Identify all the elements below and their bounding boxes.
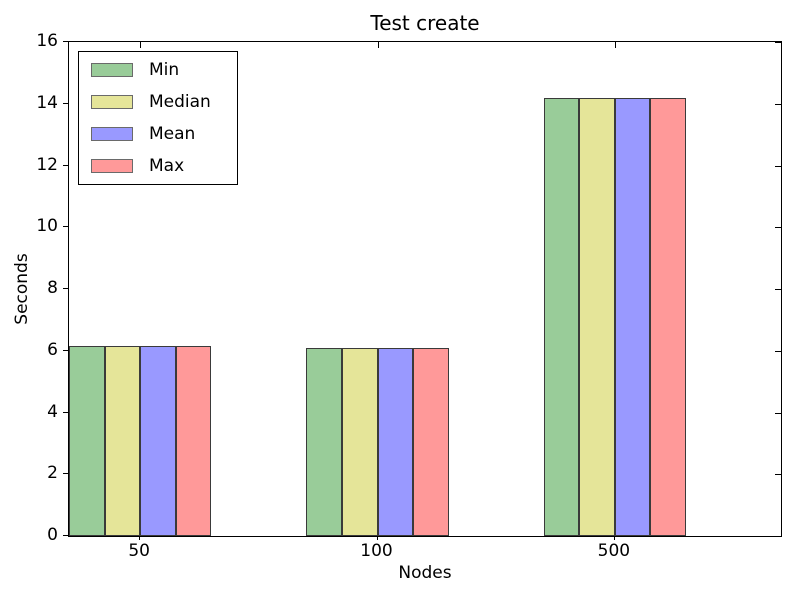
legend-swatch-mean [91, 127, 133, 141]
bar-min-100 [306, 347, 342, 536]
bar-mean-500 [614, 97, 651, 536]
y-tick-mark-right-14 [775, 103, 781, 105]
x-tick-mark-50 [139, 536, 141, 540]
legend-label-median: Median [149, 92, 211, 112]
x-tick-label-50: 50 [128, 541, 151, 561]
bar-mean-50 [140, 346, 176, 536]
legend-swatch-max [91, 159, 133, 173]
y-tick-mark-0 [63, 535, 68, 536]
y-tick-label-4: 4 [47, 401, 58, 422]
bar-mean-100 [377, 347, 414, 536]
legend-swatch-min [91, 63, 133, 77]
y-tick-label-16: 16 [36, 31, 58, 51]
y-tick-mark-4 [63, 411, 68, 413]
bar-median-50 [104, 346, 141, 536]
y-tick-label-6: 6 [47, 339, 58, 360]
y-tick-mark-10 [63, 226, 68, 228]
x-tick-mark-top-500 [614, 42, 616, 48]
bar-max-50 [175, 346, 212, 536]
legend-label-max: Max [149, 156, 185, 176]
y-tick-mark-8 [63, 288, 68, 289]
bar-min-500 [543, 97, 580, 536]
legend-item-min: Min [91, 61, 225, 79]
x-tick-label-500: 500 [597, 541, 631, 561]
y-tick-label-12: 12 [36, 154, 58, 175]
y-tick-mark-right-2 [775, 474, 781, 476]
y-tick-mark-right-6 [775, 350, 781, 352]
legend-item-mean: Mean [91, 125, 225, 143]
bar-min-50 [69, 346, 105, 536]
y-tick-mark-2 [63, 473, 68, 475]
y-tick-mark-right-12 [775, 165, 781, 167]
plot-area: Min Median Mean Max [68, 41, 782, 537]
x-tick-mark-500 [613, 536, 615, 540]
y-tick-mark-right-4 [775, 412, 781, 414]
y-tick-mark-right-16 [775, 42, 781, 43]
legend-item-median: Median [91, 93, 225, 111]
y-tick-label-2: 2 [47, 463, 58, 484]
y-tick-label-0: 0 [47, 525, 58, 545]
y-tick-mark-16 [63, 41, 68, 42]
bar-median-500 [579, 97, 615, 536]
y-tick-label-10: 10 [36, 216, 58, 237]
legend-item-max: Max [91, 157, 225, 175]
y-tick-mark-right-0 [775, 536, 781, 537]
x-tick-mark-100 [376, 536, 378, 540]
y-tick-mark-6 [63, 349, 68, 351]
legend-label-mean: Mean [149, 124, 196, 144]
x-axis-label: Nodes [398, 563, 452, 583]
legend-label-min: Min [149, 60, 180, 80]
y-tick-mark-12 [63, 164, 68, 166]
x-tick-label-100: 100 [360, 541, 393, 561]
x-tick-mark-top-50 [140, 42, 142, 48]
y-tick-mark-right-8 [775, 289, 781, 290]
bar-median-100 [341, 347, 378, 536]
y-tick-label-8: 8 [47, 278, 58, 298]
legend-swatch-median [91, 95, 133, 109]
x-tick-mark-top-100 [377, 42, 379, 48]
bar-max-500 [650, 97, 687, 536]
y-tick-mark-14 [63, 102, 68, 104]
y-tick-label-14: 14 [36, 92, 58, 113]
chart-title: Test create [370, 11, 480, 35]
legend: Min Median Mean Max [78, 51, 238, 185]
bar-max-100 [413, 347, 449, 536]
y-tick-mark-right-10 [775, 227, 781, 229]
